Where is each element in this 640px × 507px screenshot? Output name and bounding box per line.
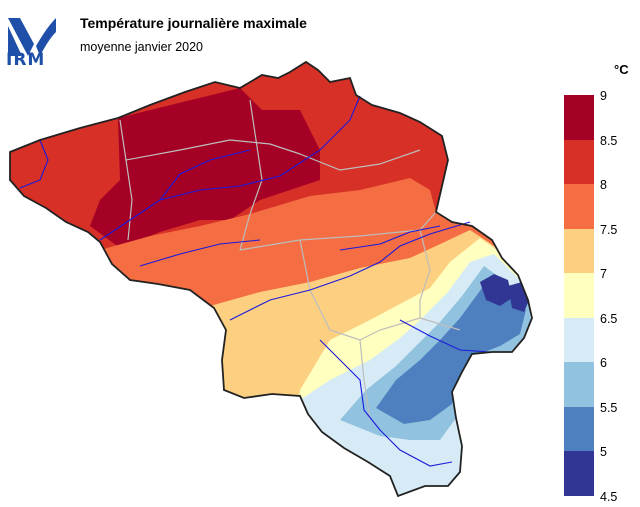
legend-tick-label: 7.5 (600, 222, 618, 237)
legend-tick-label: 8.5 (600, 133, 618, 148)
map-subtitle: moyenne janvier 2020 (80, 40, 203, 54)
river-ourthe (399, 319, 491, 353)
zone-5-5.5 (376, 288, 526, 424)
river-meuse (319, 339, 453, 467)
river-sambre (229, 221, 471, 321)
river-meuse-lower (339, 225, 441, 251)
map-title: Température journalière maximale (80, 15, 307, 31)
logo-text: IRM (6, 50, 46, 70)
river-yser (19, 139, 49, 189)
legend-swatch (564, 406, 594, 451)
province-border (239, 211, 437, 251)
irm-logo-icon (8, 18, 56, 56)
legend-tick-label: 8 (600, 178, 607, 192)
province-border (359, 339, 371, 421)
province-border (125, 139, 301, 161)
province-border (419, 229, 461, 331)
legend-swatch (564, 184, 594, 229)
legend-tick-label: 5 (600, 445, 607, 459)
legend-tick-label: 7 (600, 267, 607, 281)
legend-swatch (564, 273, 594, 318)
legend-tick-label: 5.5 (600, 400, 618, 415)
legend-swatch (564, 317, 594, 362)
legend-swatch (564, 362, 594, 407)
legend-tick-label: 6.5 (600, 311, 618, 326)
river-dender (139, 239, 261, 267)
legend-swatch (564, 228, 594, 273)
river-scheldt (99, 95, 361, 241)
province-border (299, 149, 421, 171)
color-legend (564, 95, 594, 496)
legend-unit: °C (614, 62, 629, 77)
legend-tick-label: 9 (600, 89, 607, 103)
temperature-map (9, 61, 533, 497)
legend-swatch (564, 139, 594, 184)
legend-swatch (564, 451, 594, 496)
legend-tick-label: 4.5 (600, 489, 618, 504)
legend-tick-label: 6 (600, 356, 607, 370)
river-lys (159, 149, 251, 201)
legend-swatch (564, 95, 594, 140)
province-border (299, 239, 421, 341)
zone-4.5-5 (480, 274, 530, 312)
rivers (19, 95, 491, 467)
